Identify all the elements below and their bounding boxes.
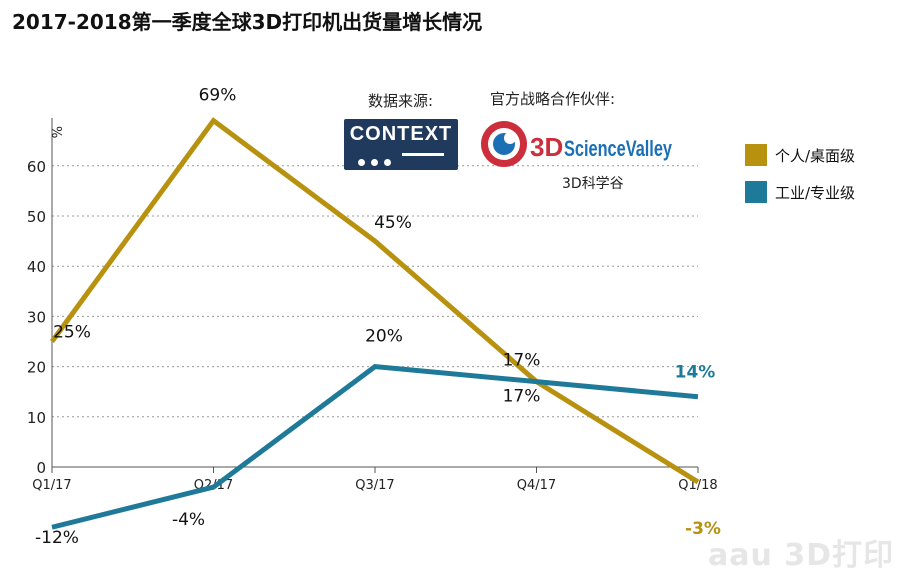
legend-item-industrial: 工业/专业级 (745, 181, 855, 203)
data-label: -12% (35, 528, 79, 548)
series-line-industrial (51, 364, 699, 530)
data-label: 69% (199, 86, 237, 106)
x-tick-label: Q1/17 (32, 478, 71, 493)
data-label: -3% (685, 519, 721, 539)
grid-lines (52, 165, 698, 418)
sciencevalley-logo: 3D ScienceValley (481, 121, 673, 167)
partner-label: 官方战略合作伙伴: (490, 90, 616, 108)
y-tick-label: 10 (27, 409, 46, 427)
y-tick-label: 30 (27, 308, 46, 326)
data-labels: 25% 69% 45% 17% -3% -12% -4% 20% 17% 14% (35, 86, 721, 549)
context-logo-text: CONTEXT (349, 123, 453, 145)
x-tick-label: Q3/17 (355, 478, 394, 493)
legend-swatch-desktop (745, 144, 767, 166)
series-line-desktop (49, 117, 700, 485)
watermark: aau 3D打印 (708, 538, 895, 573)
series-lines (49, 117, 700, 530)
context-logo-dots (358, 151, 397, 170)
svg-text:3D: 3D (530, 132, 563, 162)
legend-label-desktop: 个人/桌面级 (775, 146, 856, 165)
partner-cn-name: 3D科学谷 (562, 176, 624, 192)
y-tick-label: 20 (27, 359, 46, 377)
data-label: -4% (172, 510, 205, 530)
y-tick-label: 50 (27, 208, 46, 226)
context-logo: CONTEXT (344, 119, 458, 170)
x-tick-label: Q1/18 (678, 478, 717, 493)
legend-label-industrial: 工业/专业级 (775, 183, 856, 202)
data-label: 45% (374, 213, 412, 233)
y-axis-label: % (48, 126, 63, 138)
data-label: 25% (53, 323, 91, 343)
data-label: 20% (365, 327, 403, 347)
page-title: 2017-2018第一季度全球3D打印机出货量增长情况 (12, 10, 483, 34)
svg-text:ScienceValley: ScienceValley (564, 136, 673, 161)
data-label: 14% (675, 363, 716, 383)
context-logo-bar (402, 153, 444, 156)
data-label: 17% (503, 351, 541, 371)
y-tick-label: 60 (27, 158, 46, 176)
x-tick-label: Q4/17 (517, 478, 556, 493)
legend-swatch-industrial (745, 181, 767, 203)
y-tick-label: 40 (27, 258, 46, 276)
source-label: 数据来源: (368, 92, 434, 110)
y-tick-label: 0 (36, 459, 46, 477)
data-label: 17% (503, 387, 541, 407)
legend-item-desktop: 个人/桌面级 (745, 144, 855, 166)
